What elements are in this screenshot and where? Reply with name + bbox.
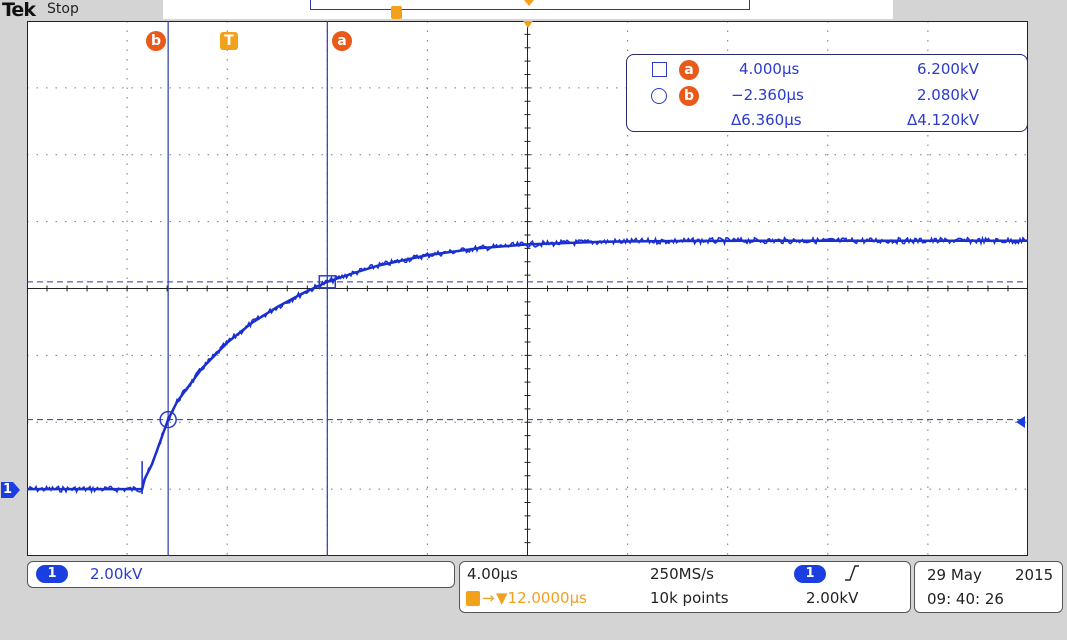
cursor-a-value: 6.200kV	[917, 60, 979, 78]
trigger-arrow-icon: →	[482, 589, 495, 607]
trigger-level: 2.00kV	[806, 589, 859, 607]
record-length: 10k points	[650, 589, 729, 607]
ground-marker-label: 1	[3, 482, 13, 497]
record-view-window[interactable]	[310, 0, 750, 10]
cursor-b-value: 2.080kV	[917, 86, 979, 104]
trigger-level-icon	[1016, 416, 1025, 428]
time-per-division: 4.00µs	[467, 565, 518, 583]
trigger-position: ▼12.0000µs	[496, 589, 587, 607]
acquisition-state[interactable]: Stop	[47, 1, 79, 17]
cursor-readout-panel[interactable]: a 4.000µs 6.200kV b −2.360µs 2.080kV Δ6.…	[626, 54, 1028, 132]
channel-1-scale: 2.00kV	[90, 565, 143, 583]
channel-1-ground-marker[interactable]: 1	[0, 481, 21, 499]
date-year: 2015	[1015, 566, 1054, 584]
cursor-a-time: 4.000µs	[739, 60, 800, 78]
brand-logo: Tek	[2, 0, 36, 21]
cursor-circle-icon	[651, 88, 667, 104]
channel-1-waveform-noise	[27, 235, 1028, 495]
trigger-position-icon	[466, 591, 480, 606]
delta-value: Δ4.120kV	[907, 111, 980, 129]
readout-cursor-b-marker: b	[679, 86, 699, 106]
date-day: 29 May	[927, 566, 982, 584]
cursor-a-square-icon	[318, 275, 337, 289]
cursor-square-icon	[652, 62, 667, 77]
trigger-channel-badge: 1	[794, 565, 826, 583]
sample-rate: 250MS/s	[650, 565, 714, 583]
record-expansion-icon	[524, 0, 534, 6]
cursor-a-marker[interactable]: a	[332, 31, 352, 51]
cursor-b-circle-icon	[159, 410, 177, 429]
waveform-graticule	[27, 21, 1028, 556]
trigger-marker[interactable]: T	[220, 32, 238, 50]
timebase-panel[interactable]: 4.00µs → ▼12.0000µs 250MS/s 10k points 1…	[459, 561, 911, 613]
record-trigger-icon	[391, 6, 402, 19]
channel-1-badge: 1	[36, 565, 68, 583]
readout-cursor-a-marker: a	[679, 60, 699, 80]
delta-time: Δ6.360µs	[731, 111, 802, 129]
cursor-b-marker[interactable]: b	[146, 31, 166, 51]
cursor-b-time: −2.360µs	[731, 86, 804, 104]
horizontal-position-icon	[523, 21, 533, 28]
rising-edge-icon	[844, 564, 860, 586]
channel-1-panel[interactable]: 1 2.00kV	[27, 561, 455, 588]
datetime-panel: 29 May 2015 09: 40: 26	[914, 561, 1063, 613]
time-of-day: 09: 40: 26	[927, 590, 1004, 608]
